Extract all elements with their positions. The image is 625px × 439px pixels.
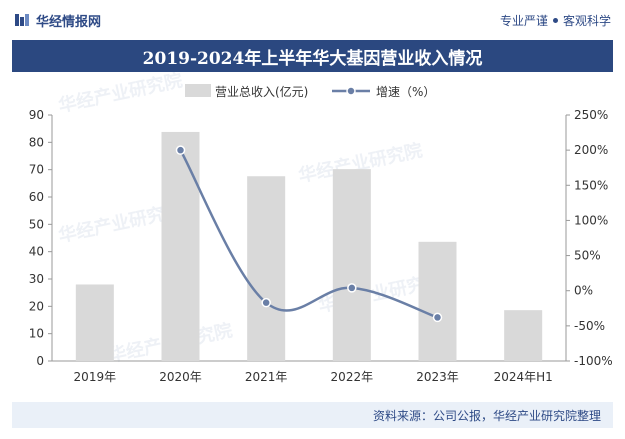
brand: 华经情报网 — [14, 11, 102, 30]
legend-bar-swatch — [185, 84, 211, 97]
x-tick-label: 2019年 — [74, 370, 117, 384]
left-tick-label: 50 — [29, 217, 44, 231]
chart-title-band: 2019-2024年上半年华大基因营业收入情况 — [12, 40, 613, 72]
right-tick-label: 50% — [574, 249, 601, 263]
x-tick-label: 2022年 — [331, 370, 374, 384]
tagline: 专业严谨 客观科学 — [500, 12, 611, 29]
source-note: 资料来源：公司公报，华经产业研究院整理 — [372, 409, 601, 423]
left-tick-label: 30 — [29, 272, 44, 286]
x-tick-label: 2023年 — [416, 370, 459, 384]
left-tick-label: 90 — [29, 108, 44, 122]
right-tick-label: 100% — [574, 213, 608, 227]
left-tick-label: 10 — [29, 327, 44, 341]
bar — [418, 241, 457, 361]
tagline-left: 专业严谨 — [499, 14, 548, 28]
brand-name: 华经情报网 — [36, 14, 102, 30]
growth-line — [179, 149, 438, 319]
right-tick-label: 250% — [574, 108, 608, 122]
x-tick-label: 2020年 — [159, 370, 202, 384]
growth-point — [261, 297, 271, 308]
growth-point — [347, 283, 357, 293]
top-bar: 华经情报网 专业严谨 客观科学 — [0, 0, 625, 40]
left-tick-label: 60 — [29, 190, 44, 204]
legend-line-marker — [346, 86, 356, 96]
left-tick-label: 80 — [29, 135, 44, 149]
x-tick-label: 2021年 — [245, 370, 288, 384]
brand-logo-icon — [15, 14, 29, 26]
chart-title: 2019-2024年上半年华大基因营业收入情况 — [142, 48, 483, 69]
right-tick-label: -50% — [574, 319, 605, 333]
x-tick-label: 2024年H1 — [494, 370, 553, 384]
left-tick-label: 70 — [29, 163, 44, 177]
tagline-right: 客观科学 — [562, 14, 611, 28]
legend-bar-label: 营业总收入(亿元) — [215, 84, 308, 99]
legend-line-label: 增速（%） — [376, 85, 435, 99]
bar — [504, 310, 543, 361]
left-tick-label: 40 — [29, 245, 44, 259]
right-tick-label: -100% — [574, 354, 613, 368]
right-tick-label: 150% — [574, 178, 608, 192]
growth-point — [432, 312, 443, 323]
bottom-strip — [0, 432, 625, 439]
bar — [161, 131, 200, 361]
footer: 资料来源：公司公报，华经产业研究院整理 — [12, 402, 613, 428]
bar — [247, 176, 286, 361]
bar — [75, 284, 114, 361]
right-tick-label: 200% — [574, 143, 608, 157]
chart: 华经产业研究院华经产业研究院华经产业研究院华经产业研究院华经产业研究院01020… — [29, 72, 613, 384]
watermark: 华经产业研究院 — [56, 72, 184, 117]
right-tick-label: 0% — [574, 284, 593, 298]
bar — [332, 169, 371, 361]
bullet-icon — [552, 18, 558, 23]
left-tick-label: 20 — [29, 299, 44, 313]
growth-point — [175, 145, 186, 155]
left-tick-label: 0 — [36, 354, 44, 368]
